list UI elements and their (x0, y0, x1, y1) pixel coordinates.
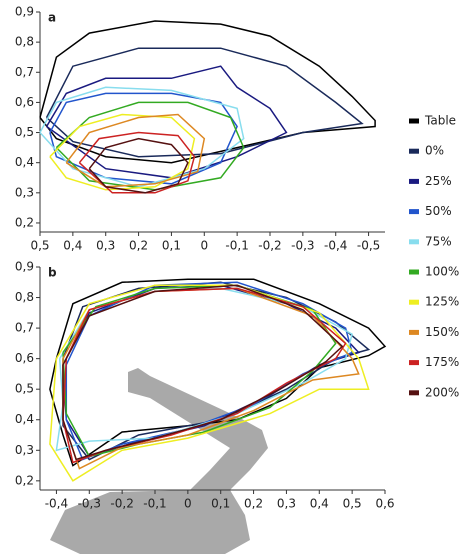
y-tick-label: 0,6 (15, 95, 34, 109)
x-tick-label: -0,2 (258, 239, 281, 253)
loop-line (39, 20, 376, 164)
legend-swatch (409, 209, 419, 215)
y-tick-label: 0,4 (15, 155, 34, 169)
y-tick-label: 0,6 (15, 351, 34, 365)
x-tick-label: 0,1 (211, 497, 230, 511)
loop-line (45, 47, 364, 158)
x-tick-label: -0,4 (324, 239, 347, 253)
y-tick-label: 0,7 (15, 321, 34, 335)
legend-label: 75% (425, 234, 452, 248)
legend-swatch (409, 239, 419, 245)
loop-line (39, 86, 245, 188)
legend-swatch (409, 329, 419, 335)
y-tick-label: 0,5 (15, 382, 34, 396)
x-tick-label: 0 (184, 497, 192, 511)
legend-swatch (409, 390, 419, 396)
x-tick-label: 0,4 (310, 497, 329, 511)
loop-line (45, 65, 288, 179)
panel-label: a (48, 11, 56, 25)
x-tick-label: 0,2 (129, 239, 148, 253)
legend-swatch (409, 178, 419, 184)
loop-line (49, 278, 387, 467)
legend-swatch (409, 299, 419, 305)
x-tick-label: 0 (200, 239, 208, 253)
x-tick-label: 0,3 (96, 239, 115, 253)
x-tick-label: 0,4 (63, 239, 82, 253)
x-tick-label: 0,1 (162, 239, 181, 253)
y-tick-label: 0,2 (15, 473, 34, 487)
loop-line (78, 131, 196, 194)
x-tick-label: -0,4 (45, 497, 68, 511)
legend-swatch (409, 148, 419, 154)
x-tick-label: -0,2 (110, 497, 133, 511)
y-tick-label: 0,8 (15, 35, 34, 49)
y-tick-label: 0,8 (15, 290, 34, 304)
arm-silhouette (50, 368, 268, 554)
legend-label: 25% (425, 174, 452, 188)
x-tick-label: -0,1 (225, 239, 248, 253)
y-tick-label: 0,9 (15, 5, 34, 19)
legend-label: 50% (425, 204, 452, 218)
loop-line (49, 284, 370, 482)
loop-line (88, 137, 189, 194)
y-tick-label: 0,5 (15, 125, 34, 139)
legend-swatch (409, 360, 419, 366)
legend-swatch (409, 118, 419, 124)
x-tick-label: -0,5 (357, 239, 380, 253)
x-tick-label: 0,2 (244, 497, 263, 511)
panel-label: b (48, 266, 57, 280)
legend-label: 150% (425, 325, 459, 339)
y-tick-label: 0,7 (15, 65, 34, 79)
x-tick-label: 0,3 (277, 497, 296, 511)
y-tick-label: 0,9 (15, 260, 34, 274)
y-tick-label: 0,3 (15, 185, 34, 199)
legend-label: 100% (425, 265, 459, 279)
x-tick-label: 0,6 (375, 497, 394, 511)
x-tick-label: -0,1 (143, 497, 166, 511)
y-tick-label: 0,4 (15, 412, 34, 426)
x-tick-label: -0,3 (78, 497, 101, 511)
legend-swatch (409, 269, 419, 275)
legend-label: 125% (425, 295, 459, 309)
loop-line (65, 113, 206, 188)
legend-label: 0% (425, 144, 444, 158)
y-tick-label: 0,2 (15, 215, 34, 229)
x-tick-label: 0,5 (343, 497, 362, 511)
x-tick-label: -0,3 (291, 239, 314, 253)
legend-label: 175% (425, 355, 459, 369)
legend-label: 200% (425, 385, 459, 399)
loop-line (62, 284, 344, 461)
legend-label: Table (424, 114, 456, 128)
y-tick-label: 0,3 (15, 443, 34, 457)
x-tick-label: 0,5 (30, 239, 49, 253)
